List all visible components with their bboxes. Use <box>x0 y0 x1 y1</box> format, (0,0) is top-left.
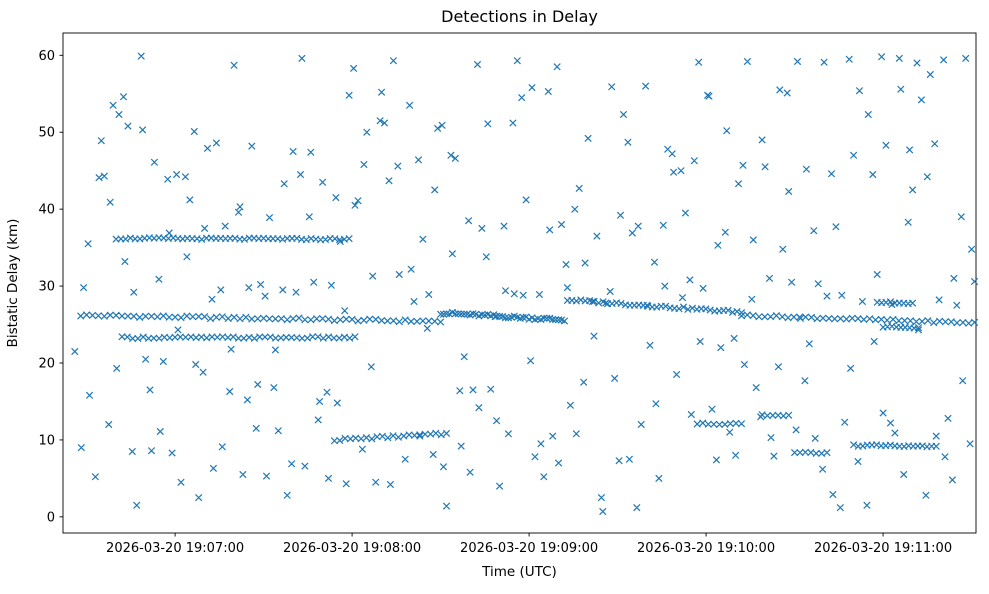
plot-area <box>62 32 977 534</box>
y-axis-label: Bistatic Delay (km) <box>5 219 21 348</box>
y-tick-label: 40 <box>38 203 55 218</box>
y-tick-label: 30 <box>38 280 55 295</box>
x-tick-label: 2026-03-20 19:08:00 <box>283 541 421 556</box>
scatter-points <box>71 52 979 516</box>
scatter-points-layer <box>71 52 979 516</box>
x-tick-label: 2026-03-20 19:07:00 <box>106 541 244 556</box>
axis-ticks: 0 10 20 30 40 50 60 2026-03-20 19:07:00 2026-03-… <box>38 49 952 556</box>
y-tick-label: 60 <box>38 49 55 64</box>
chart-title: Detections in Delay <box>441 7 598 26</box>
x-tick-label: 2026-03-20 19:10:00 <box>637 541 775 556</box>
x-tick-label: 2026-03-20 19:11:00 <box>814 541 952 556</box>
x-tick-label: 2026-03-20 19:09:00 <box>460 541 598 556</box>
y-tick-label: 20 <box>38 357 55 372</box>
x-axis-label: Time (UTC) <box>481 564 557 580</box>
y-tick-label: 10 <box>38 433 55 448</box>
y-tick-label: 0 <box>47 510 55 525</box>
y-tick-label: 50 <box>38 126 55 141</box>
